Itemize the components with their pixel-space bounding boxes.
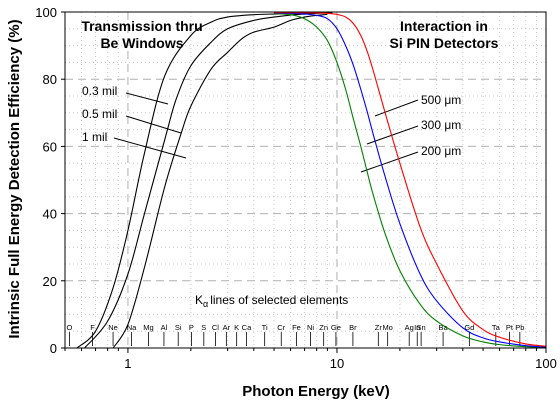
x-tick-label: 10: [330, 356, 344, 371]
element-label-fe: Fe: [292, 323, 301, 332]
element-label-ca: Ca: [242, 323, 252, 332]
element-label-p: P: [189, 323, 194, 332]
y-axis-title: Intrinsic Full Energy Detection Efficien…: [6, 19, 23, 338]
element-label-ag: Ag: [405, 323, 414, 332]
element-label-ge: Ge: [331, 323, 341, 332]
be-title-line2: Be Windows: [100, 35, 183, 51]
be-title-line1: Transmission thru: [81, 18, 202, 34]
y-tick-label: 60: [43, 139, 57, 154]
y-tick-label: 20: [43, 274, 57, 289]
element-label-cl: Cl: [212, 323, 219, 332]
kalpha-note: Kα lines of selected elements: [195, 293, 348, 309]
element-label-ni: Ni: [307, 323, 314, 332]
series-line-0-5-mil: [84, 12, 333, 349]
leader-0-5-mil: [125, 115, 182, 134]
element-label-s: S: [201, 323, 206, 332]
axis-labels: Photon Energy (keV) Intrinsic Full Energ…: [6, 19, 390, 400]
grid: [64, 12, 546, 348]
leader-lines: [113, 92, 419, 173]
y-tick-label: 40: [43, 207, 57, 222]
series-line-300-m: [274, 12, 547, 348]
element-label-sn: Sn: [417, 323, 426, 332]
element-label-cr: Cr: [277, 323, 285, 332]
element-label-gd: Gd: [464, 323, 474, 332]
element-markers: O F Ne Na Mg Al Si P S Cl Ar K Ca Ti Cr Fe Ni Zn Ge Br Zr Mo A…: [67, 323, 524, 346]
element-label-o: O: [67, 323, 73, 332]
leader-0-3-mil: [125, 92, 169, 105]
si-title-line2: Si PIN Detectors: [390, 35, 499, 51]
element-label-pb: Pb: [515, 323, 524, 332]
element-label-f: F: [90, 323, 95, 332]
x-axis-title: Photon Energy (keV): [242, 383, 390, 400]
series-line-200-m: [274, 13, 547, 348]
element-label-ta: Ta: [492, 323, 501, 332]
ticks: 0 20 40 60 80 100 1 10 100: [35, 5, 557, 371]
x-tick-label: 1: [124, 356, 131, 371]
element-label-ar: Ar: [223, 323, 231, 332]
element-label-si: Si: [175, 323, 182, 332]
label-500-um: 500 μm: [421, 93, 461, 107]
element-label-br: Br: [349, 323, 357, 332]
series-lines: [76, 12, 547, 349]
series-line-500-m: [274, 12, 547, 347]
label-300-um: 300 μm: [421, 118, 461, 132]
y-tick-label: 80: [43, 72, 57, 87]
element-label-na: Na: [127, 323, 137, 332]
kalpha-text: lines of selected elements: [210, 293, 348, 307]
leader-500-um: [374, 99, 419, 117]
label-0-3-mil: 0.3 mil: [82, 84, 117, 98]
label-0-5-mil: 0.5 mil: [82, 107, 117, 121]
element-label-k: K: [234, 323, 239, 332]
leader-200-um: [360, 151, 419, 173]
element-label-ti: Ti: [262, 323, 268, 332]
element-label-in: In: [414, 323, 420, 332]
x-tick-label: 100: [535, 356, 557, 371]
element-label-al: Al: [161, 323, 168, 332]
si-title-line1: Interaction in: [400, 18, 488, 34]
plot-frame: [64, 11, 547, 349]
kalpha-symbol: α: [203, 299, 208, 309]
element-label-mg: Mg: [143, 323, 153, 332]
kalpha-k: K: [195, 293, 203, 307]
element-label-ba: Ba: [439, 323, 449, 332]
element-label-zn: Zn: [319, 323, 328, 332]
annotations: Transmission thru Be Windows Interaction…: [81, 18, 498, 309]
series-line-1-mil: [112, 13, 328, 349]
element-label-ne: Ne: [108, 323, 118, 332]
y-tick-label: 0: [50, 341, 57, 356]
label-200-um: 200 μm: [421, 144, 461, 158]
element-label-mo: Mo: [382, 323, 392, 332]
element-label-pt: Pt: [506, 323, 514, 332]
label-1-mil: 1 mil: [82, 130, 107, 144]
element-label-zr: Zr: [375, 323, 383, 332]
y-tick-label: 100: [35, 5, 57, 20]
